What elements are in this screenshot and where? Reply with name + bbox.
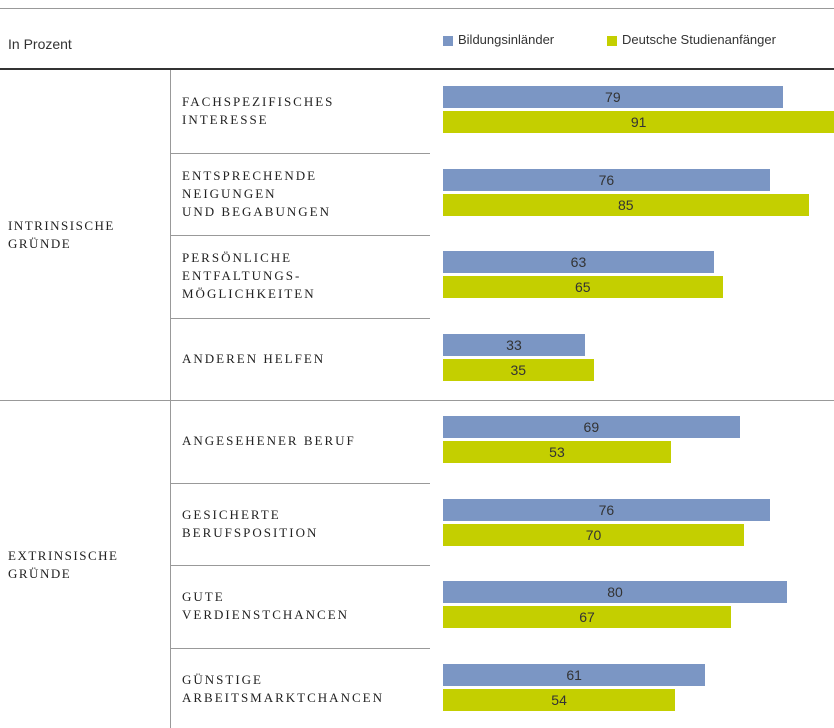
- bar: 79: [443, 86, 783, 108]
- value-label: 91: [630, 114, 647, 130]
- group-label: EXTRINSISCHE GRÜNDE: [8, 548, 119, 581]
- legend-label: Bildungsinländer: [458, 32, 555, 47]
- value-label: 65: [574, 279, 591, 295]
- value-label: 76: [598, 171, 615, 188]
- bar: 80: [443, 581, 787, 603]
- category-label: ANGESEHENER BERUF: [182, 433, 356, 449]
- bar: 33: [443, 333, 585, 356]
- row-rule: [170, 317, 430, 319]
- header-rule: [0, 68, 834, 70]
- bar: 63: [443, 251, 714, 273]
- group-label: INTRINSISCHE GRÜNDE: [8, 218, 115, 251]
- value-label: 54: [551, 691, 567, 708]
- legend-swatch: [443, 36, 453, 46]
- bar: 35: [443, 358, 594, 381]
- row-rule: [170, 235, 430, 236]
- value-label: 53: [549, 444, 565, 460]
- value-label: 80: [607, 584, 623, 600]
- value-label: 76: [598, 501, 615, 518]
- category-label: PERSÖNLICHE ENTFALTUNGS- MÖGLICHKEITEN: [182, 250, 316, 302]
- column-rule: [170, 70, 171, 728]
- bar: 69: [443, 416, 740, 438]
- value-label: 33: [506, 336, 522, 353]
- bar: 54: [443, 688, 676, 711]
- category-label: ENTSPRECHENDE NEIGUNGEN UND BEGABUNGEN: [182, 167, 331, 219]
- value-label: 85: [617, 196, 634, 213]
- bar: 91: [443, 111, 834, 133]
- row-rule: [170, 482, 430, 484]
- category-label: GESICHERTE BERUFSPOSITION: [182, 506, 319, 540]
- subtitle: In Prozent: [8, 36, 72, 52]
- value-label: 35: [510, 361, 527, 378]
- row-rule: [170, 565, 430, 566]
- value-label: 61: [566, 666, 582, 683]
- category-label: ANDEREN HELFEN: [182, 350, 326, 366]
- category-label: FACHSPEZIFISCHES INTERESSE: [182, 94, 335, 128]
- legend-label: Deutsche Studienanfänger: [622, 32, 776, 47]
- bar: 53: [443, 441, 671, 463]
- top-rule: [0, 8, 834, 9]
- legend-swatch: [607, 36, 617, 46]
- value-label: 69: [583, 419, 600, 435]
- value-label: 67: [579, 609, 595, 625]
- bar: 76: [443, 498, 770, 521]
- bar: 85: [443, 193, 809, 216]
- bar: 65: [443, 276, 723, 298]
- value-label: 63: [570, 254, 587, 270]
- category-label: GÜNSTIGE ARBEITSMARKTCHANCEN: [182, 671, 384, 705]
- row-rule: [170, 647, 430, 649]
- category-label: GUTE VERDIENSTCHANCEN: [182, 589, 350, 623]
- bar: 61: [443, 663, 706, 686]
- row-rule: [170, 152, 430, 154]
- value-label: 79: [605, 89, 621, 105]
- group-rule: [0, 400, 834, 401]
- value-label: 70: [585, 526, 602, 543]
- bar: 70: [443, 523, 744, 546]
- bar: 76: [443, 168, 770, 191]
- bar: 67: [443, 606, 732, 628]
